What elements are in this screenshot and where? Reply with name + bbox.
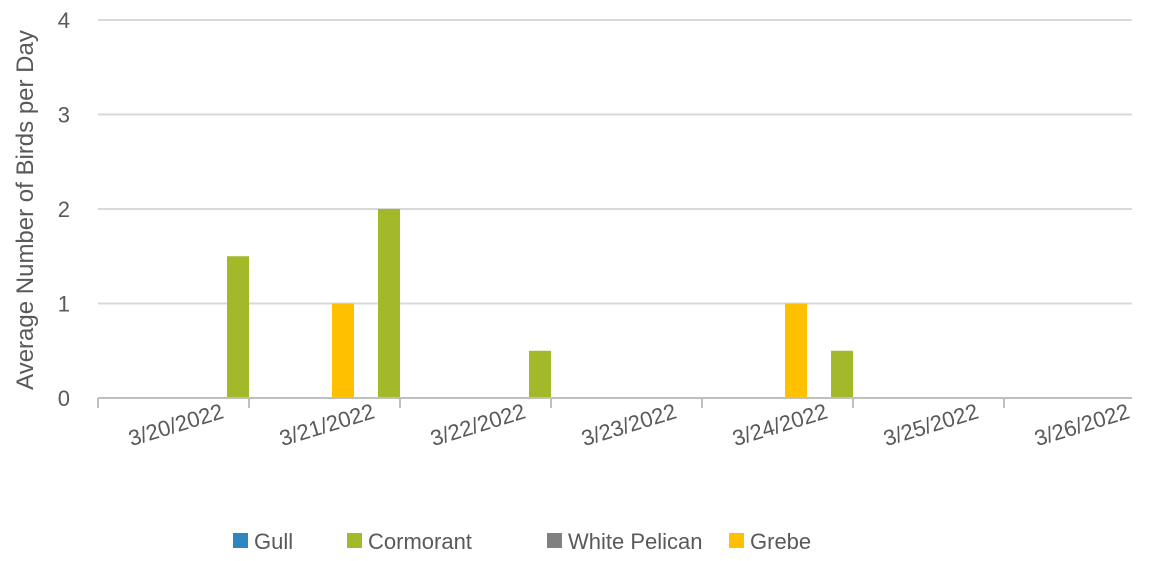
bar-cormorant xyxy=(529,350,551,398)
y-tick-labels: 0 1 2 3 4 xyxy=(58,8,70,411)
legend-label: Grebe xyxy=(750,529,811,554)
y-tick-label: 2 xyxy=(58,197,70,222)
legend-item-white-pelican: White Pelican xyxy=(547,529,703,554)
x-tick-label: 3/21/2022 xyxy=(276,399,377,452)
axes xyxy=(97,397,1132,408)
x-tick-label: 3/24/2022 xyxy=(729,399,830,452)
y-tick-label: 1 xyxy=(58,292,70,317)
y-tick-label: 0 xyxy=(58,386,70,411)
grid-lines xyxy=(98,19,1132,305)
x-tick-label: 3/26/2022 xyxy=(1031,399,1132,452)
legend-label: Cormorant xyxy=(368,529,472,554)
x-tick-label: 3/22/2022 xyxy=(427,399,528,452)
y-tick-label: 4 xyxy=(58,8,70,33)
legend-swatch xyxy=(729,533,744,548)
x-tick-label: 3/20/2022 xyxy=(125,399,226,452)
bar-cormorant xyxy=(378,209,400,398)
bars xyxy=(227,209,853,398)
legend-item-cormorant: Cormorant xyxy=(347,529,472,554)
legend-swatch xyxy=(347,533,362,548)
bar-grebe xyxy=(332,303,354,398)
x-tick-label: 3/25/2022 xyxy=(880,399,981,452)
bar-grebe xyxy=(785,303,807,398)
bar-cormorant xyxy=(831,350,853,398)
legend-item-grebe: Grebe xyxy=(729,529,811,554)
legend-item-gull: Gull xyxy=(233,529,293,554)
legend-label: White Pelican xyxy=(568,529,703,554)
y-tick-label: 3 xyxy=(58,103,70,128)
legend-swatch xyxy=(547,533,562,548)
y-axis-title: Average Number of Birds per Day xyxy=(12,30,39,390)
x-tick-label: 3/23/2022 xyxy=(578,399,679,452)
bar-cormorant xyxy=(227,256,249,398)
x-tick-labels: 3/20/2022 3/21/2022 3/22/2022 3/23/2022 3/24… xyxy=(125,399,1132,452)
legend: Gull Cormorant White Pelican Grebe xyxy=(233,529,811,554)
legend-label: Gull xyxy=(254,529,293,554)
legend-swatch xyxy=(233,533,248,548)
